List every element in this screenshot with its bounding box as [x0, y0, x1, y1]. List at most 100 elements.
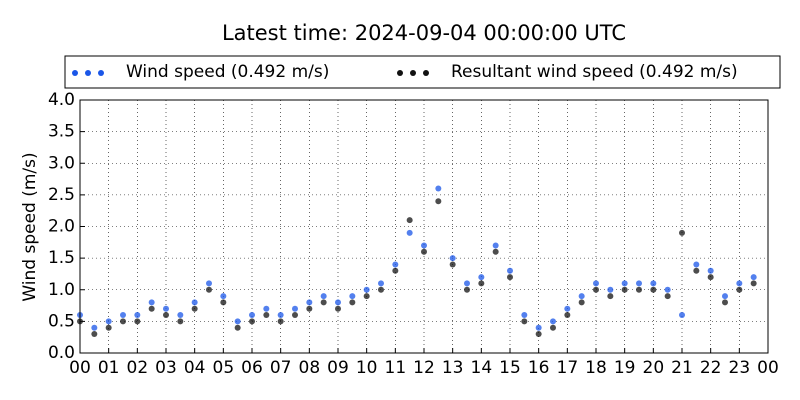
point [349, 293, 356, 300]
point [664, 286, 671, 293]
point [249, 312, 255, 319]
legend-box [64, 55, 781, 89]
x-tick-label: 18 [585, 358, 607, 378]
point [134, 318, 141, 325]
x-tick-label: 14 [471, 358, 493, 378]
x-tick-label: 17 [557, 358, 579, 378]
point [449, 261, 456, 268]
point [593, 280, 599, 287]
point [206, 286, 212, 293]
x-tick-label: 16 [528, 358, 550, 378]
x-tick-label: 08 [299, 358, 321, 378]
point [578, 299, 585, 306]
point [435, 198, 442, 205]
point [105, 318, 112, 325]
point [550, 324, 556, 331]
point [722, 299, 728, 306]
point [134, 312, 141, 319]
point [263, 312, 270, 319]
point [392, 267, 399, 274]
point [707, 274, 714, 281]
point [535, 331, 542, 338]
legend-marker [410, 70, 416, 76]
point [607, 293, 614, 300]
point [521, 318, 528, 325]
point [578, 293, 585, 300]
point [636, 286, 642, 293]
point [263, 305, 270, 312]
point [478, 280, 485, 287]
point [464, 286, 470, 293]
x-tick-label: 22 [700, 358, 722, 378]
point [220, 293, 227, 300]
y-tick-label: 0.5 [48, 311, 75, 331]
legend-marker [98, 70, 104, 76]
point [435, 185, 442, 192]
point [105, 324, 112, 331]
point [91, 331, 98, 338]
x-tick-label: 03 [155, 358, 177, 378]
point [320, 299, 327, 306]
y-tick-label: 4.0 [48, 90, 75, 110]
y-tick-label: 0.0 [48, 343, 75, 363]
point [736, 280, 743, 287]
legend-marker [85, 70, 91, 76]
x-tick-label: 09 [327, 358, 349, 378]
point [306, 299, 313, 306]
point [148, 305, 155, 312]
y-tick-label: 3.0 [48, 153, 75, 173]
plot-frame [79, 99, 769, 354]
x-tick-label: 01 [98, 358, 120, 378]
legend-marker [397, 70, 403, 76]
point [277, 318, 284, 325]
point [406, 229, 413, 236]
point [234, 318, 241, 325]
point [163, 312, 169, 319]
point [320, 293, 327, 300]
x-tick-label: 23 [729, 358, 751, 378]
point [507, 274, 513, 281]
point [421, 242, 427, 249]
point [564, 312, 571, 319]
point [120, 312, 126, 319]
point [378, 280, 384, 287]
y-tick-label: 3.5 [48, 122, 75, 142]
point [449, 255, 456, 262]
point [564, 305, 571, 312]
point [507, 267, 513, 274]
x-tick-label: 07 [270, 358, 292, 378]
point [621, 280, 628, 287]
point [91, 324, 98, 331]
legend-label: Wind speed (0.492 m/s) [126, 62, 329, 82]
x-tick-label: 13 [442, 358, 464, 378]
legend-marker [423, 70, 429, 76]
point [750, 274, 757, 281]
point [335, 299, 341, 306]
x-tick-label: 06 [241, 358, 263, 378]
point [378, 286, 384, 293]
point [607, 286, 614, 293]
point [478, 274, 485, 281]
y-axis-label: Wind speed (m/s) [20, 152, 40, 301]
x-tick-label: 00 [757, 358, 779, 378]
point [750, 280, 757, 287]
point [406, 217, 413, 224]
point [177, 318, 184, 325]
point [722, 293, 728, 300]
point [464, 280, 470, 287]
y-tick-label: 1.0 [48, 280, 75, 300]
point [120, 318, 126, 325]
point [392, 261, 399, 268]
point [736, 286, 743, 293]
point [636, 280, 642, 287]
chart-title: Latest time: 2024-09-04 00:00:00 UTC [222, 21, 626, 45]
point [650, 286, 657, 293]
x-tick-label: 11 [385, 358, 407, 378]
x-tick-label: 10 [356, 358, 378, 378]
y-tick-label: 1.5 [48, 248, 75, 268]
point [191, 299, 198, 306]
x-tick-label: 05 [213, 358, 235, 378]
point [621, 286, 628, 293]
point [679, 229, 685, 236]
